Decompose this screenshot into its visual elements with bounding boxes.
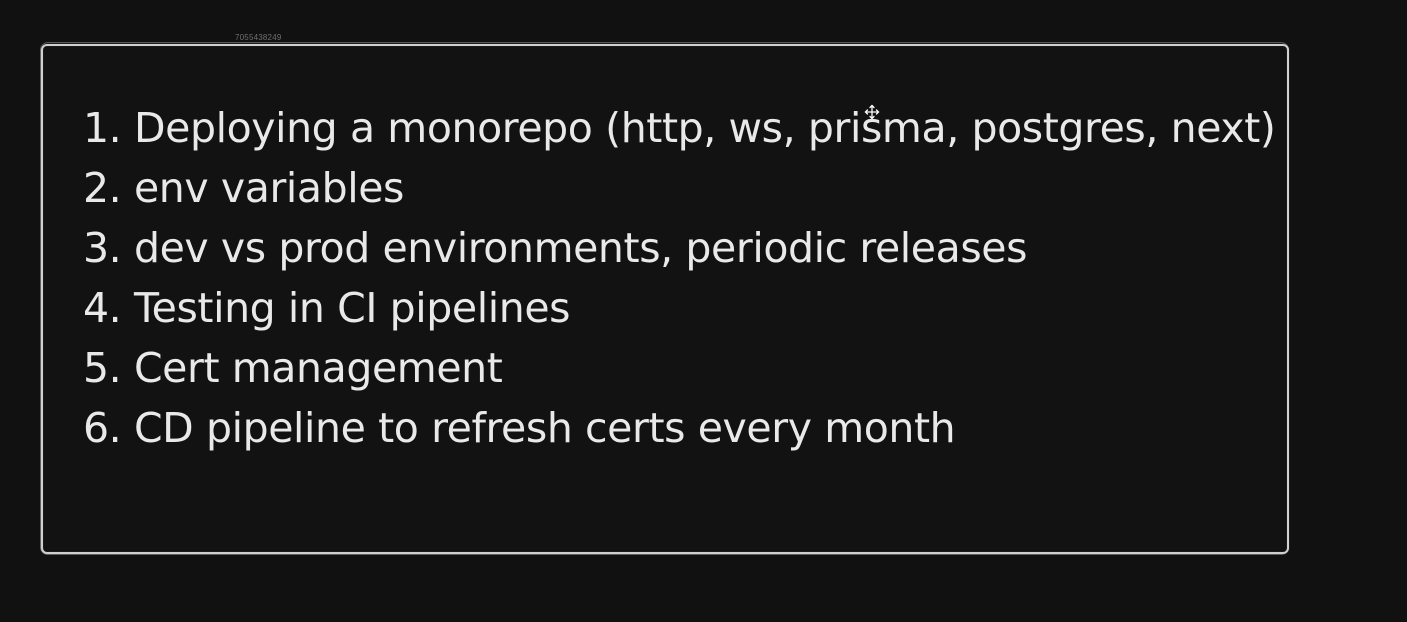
move-cursor-icon [864, 104, 880, 120]
agenda-item-1: 1. Deploying a monorepo (http, ws, prism… [83, 104, 1276, 152]
agenda-item-3: 3. dev vs prod environments, periodic re… [83, 224, 1028, 272]
agenda-item-5: 5. Cert management [83, 344, 503, 392]
agenda-item-2: 2. env variables [83, 164, 405, 212]
agenda-item-6: 6. CD pipeline to refresh certs every mo… [83, 404, 956, 452]
agenda-list: 1. Deploying a monorepo (http, ws, prism… [83, 98, 1276, 458]
watermark-id: 7055438249 [235, 33, 282, 42]
agenda-item-4: 4. Testing in CI pipelines [83, 284, 571, 332]
